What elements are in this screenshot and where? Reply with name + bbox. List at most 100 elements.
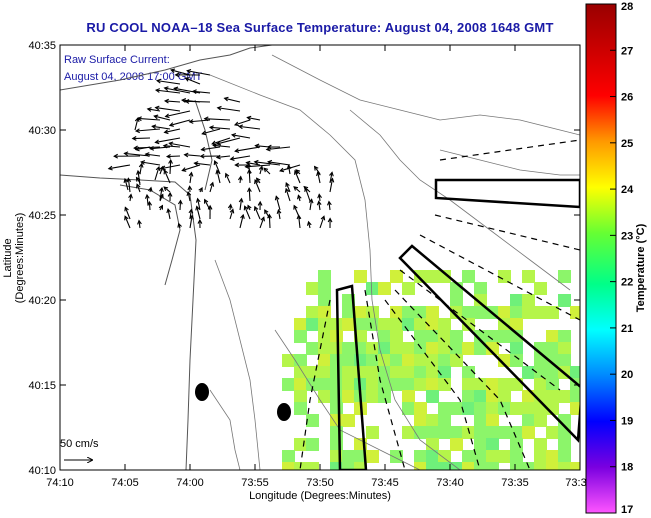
sst-cell [534,414,547,427]
current-vector [123,151,151,157]
sst-cell [414,270,427,283]
sst-cell [438,402,451,415]
sst-cell [426,366,439,379]
current-vector [195,205,201,220]
current-vector [246,115,261,121]
sst-cell [558,390,571,403]
sst-cell [294,378,307,391]
sst-cell [366,282,379,295]
sst-cell [474,306,487,319]
current-vector [113,153,141,159]
sst-cell [474,378,487,391]
current-vector [170,68,191,76]
sst-cell [342,390,355,403]
sst-cell [522,414,535,427]
surface-current-vectors [107,68,335,229]
current-vector [257,200,263,211]
sst-cell [342,450,355,463]
x-tick-label: 73:3 [565,477,586,489]
sst-cell [438,354,451,367]
x-tick-label: 74:10 [46,477,74,489]
sst-cell [546,462,559,470]
sst-cell [450,330,463,343]
sst-cell [330,426,343,439]
current-vector [326,200,332,211]
sst-cell [414,414,427,427]
sst-cell [426,270,439,283]
sst-cell [546,330,559,343]
current-vector [267,159,291,166]
sst-cell [462,426,475,439]
sst-cell [510,426,523,439]
sst-cell [318,306,331,319]
sst-cell [546,306,559,319]
sst-cell [426,330,439,343]
sst-cell [378,342,391,355]
current-vector [188,171,194,184]
sst-cell [570,390,580,403]
sst-cell [378,354,391,367]
current-vector [254,179,261,193]
current-vector [193,161,211,166]
sst-cell [450,342,463,355]
current-vector [147,186,153,193]
current-vector [197,218,203,229]
current-vector [163,186,171,193]
sst-cell [570,366,580,379]
current-vector [238,197,244,211]
scale-vector-label: 50 cm/s [60,438,99,450]
current-vector [165,154,181,159]
current-vector [174,72,201,78]
current-vector [163,169,171,184]
sst-cell [366,342,379,355]
sst-cell [546,342,559,355]
sst-cell [450,354,463,367]
sst-cell [462,270,475,283]
sst-cell [438,378,451,391]
sst-cell [426,438,439,451]
current-vector [128,193,133,202]
sst-cell [462,378,475,391]
sst-cell [534,282,547,295]
current-vector [243,205,251,220]
sst-cell [390,318,403,331]
current-vector [319,215,326,229]
colorbar-tick-label: 23 [621,230,633,242]
current-vector [195,197,201,211]
current-vector [265,146,291,152]
current-vector [177,199,183,211]
sst-cell [414,426,427,439]
current-vector [162,143,181,149]
sst-cell [510,462,523,470]
x-tick-label: 74:00 [176,477,204,489]
sst-cell [414,354,427,367]
sst-cell [438,462,451,470]
sst-cell [330,366,343,379]
sst-cell [498,390,511,403]
sst-cell [378,378,391,391]
y-tick-label: 40:30 [28,125,56,137]
sst-cell [342,354,355,367]
sst-cell [318,378,331,391]
current-vector [247,204,252,211]
sst-cell [462,402,475,415]
sst-cell [414,402,427,415]
current-vector [187,185,193,193]
sst-cell [402,342,415,355]
sst-cell [474,294,487,307]
sst-cell [510,342,523,355]
x-tick-label: 73:35 [501,477,529,489]
current-vector [246,168,252,184]
sst-cell [354,354,367,367]
current-vector [285,181,291,193]
sst-cell [306,462,319,470]
sst-cell [558,462,571,470]
sst-cell [402,390,415,403]
sst-cell [498,402,511,415]
current-vector [229,155,251,162]
current-vector [213,160,221,175]
current-vector [189,214,194,229]
colorbar-tick-label: 17 [621,504,633,516]
current-vector [199,153,221,159]
